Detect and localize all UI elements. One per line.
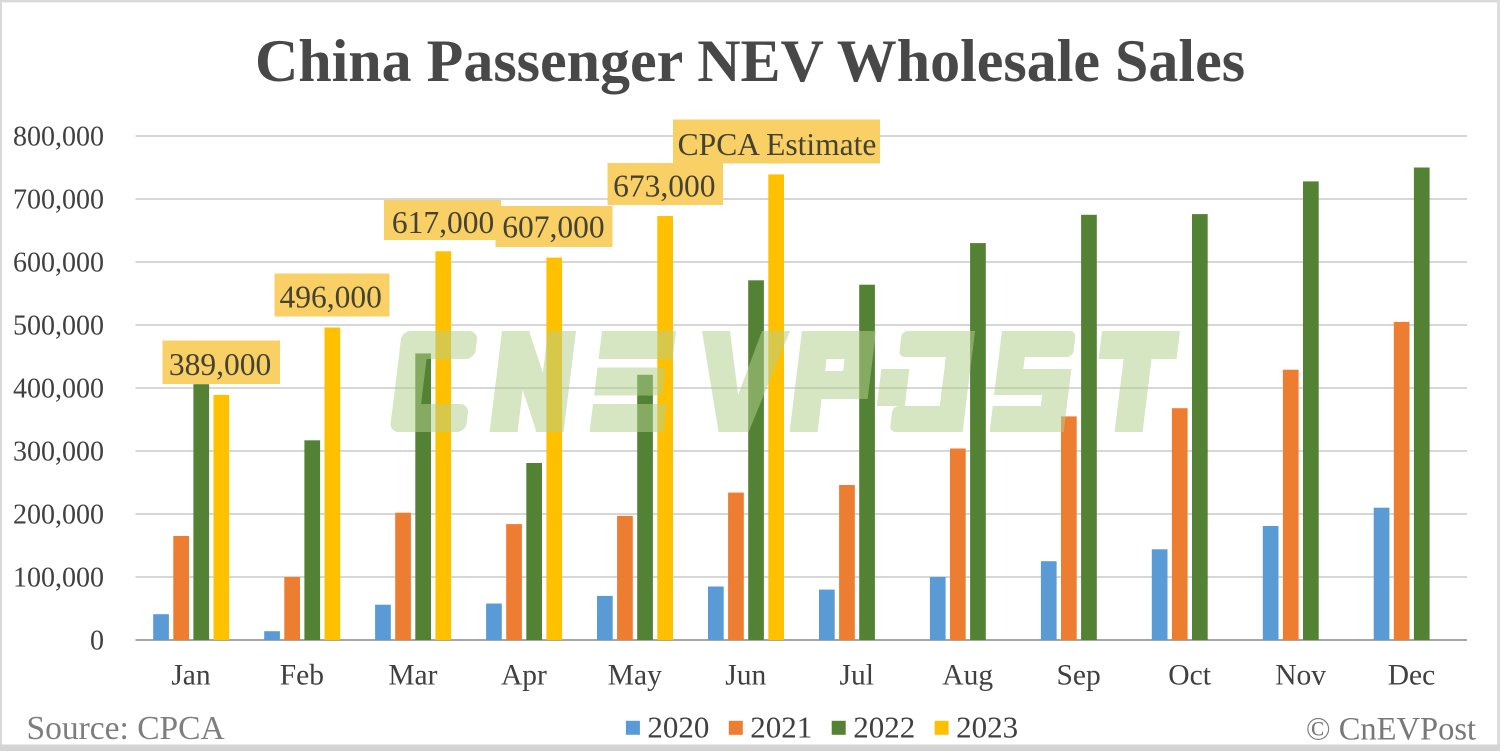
svg-text:600,000: 600,000 — [13, 248, 104, 279]
svg-text:Apr: Apr — [501, 660, 547, 692]
svg-text:800,000: 800,000 — [13, 122, 104, 153]
svg-text:2020: 2020 — [647, 710, 709, 745]
svg-text:500,000: 500,000 — [13, 311, 104, 342]
svg-text:617,000: 617,000 — [392, 205, 494, 240]
svg-text:Aug: Aug — [942, 660, 993, 692]
svg-text:607,000: 607,000 — [502, 210, 604, 245]
svg-text:400,000: 400,000 — [13, 374, 104, 405]
svg-text:China Passenger NEV Wholesale: China Passenger NEV Wholesale Sales — [255, 28, 1245, 94]
svg-text:Sep: Sep — [1056, 660, 1100, 692]
svg-text:Feb: Feb — [280, 660, 324, 692]
svg-text:Dec: Dec — [1388, 660, 1436, 692]
svg-text:Mar: Mar — [388, 660, 437, 692]
svg-text:300,000: 300,000 — [13, 437, 104, 468]
svg-text:CPCA Estimate: CPCA Estimate — [678, 127, 877, 162]
svg-text:389,000: 389,000 — [169, 347, 271, 382]
svg-text:700,000: 700,000 — [13, 185, 104, 216]
svg-text:2021: 2021 — [750, 710, 812, 745]
svg-text:Jun: Jun — [725, 660, 766, 692]
svg-text:200,000: 200,000 — [13, 500, 104, 531]
svg-text:2023: 2023 — [956, 710, 1018, 745]
svg-text:Jul: Jul — [839, 660, 873, 692]
svg-text:100,000: 100,000 — [13, 563, 104, 594]
svg-text:Jan: Jan — [171, 660, 211, 692]
svg-text:Oct: Oct — [1168, 660, 1211, 692]
svg-text:Source: CPCA: Source: CPCA — [27, 710, 225, 747]
svg-text:0: 0 — [90, 626, 104, 657]
svg-text:May: May — [608, 660, 662, 692]
svg-text:© CnEVPost: © CnEVPost — [1306, 712, 1476, 748]
svg-text:2022: 2022 — [853, 710, 915, 745]
svg-text:496,000: 496,000 — [280, 280, 382, 315]
svg-text:673,000: 673,000 — [613, 169, 715, 204]
svg-text:Nov: Nov — [1275, 660, 1326, 692]
